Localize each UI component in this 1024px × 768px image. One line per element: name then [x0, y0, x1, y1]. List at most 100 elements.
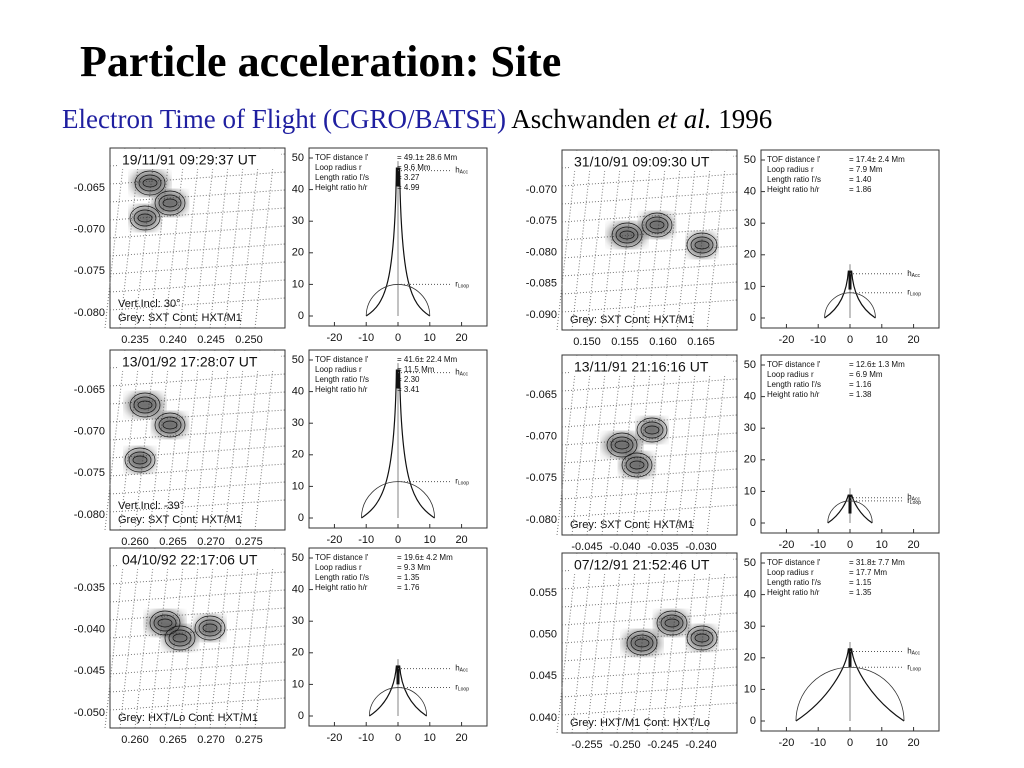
hxt-contour: [641, 212, 673, 238]
hxt-contour: [686, 625, 718, 651]
hxt-contour: [153, 614, 177, 632]
hxt-contour: [694, 240, 710, 250]
curve-label: hAcc: [907, 493, 920, 503]
param-label: Height ratio h/r: [767, 185, 820, 194]
tof-x-tick: 0: [847, 737, 853, 749]
param-label: Length ratio l'/s: [315, 375, 369, 384]
hxt-contour: [168, 629, 192, 647]
coord-grid: [561, 684, 738, 698]
hxt-contour: [611, 222, 643, 248]
x-tick-label: 0.260: [121, 734, 149, 746]
hxt-contour: [158, 416, 182, 434]
coord-grid: [209, 349, 231, 531]
coord-grid: [224, 349, 246, 531]
y-tick-label: -0.070: [74, 426, 105, 438]
x-tick-label: 0.155: [611, 336, 639, 348]
label-sub: Loop: [458, 687, 469, 693]
hxt-contour: [137, 400, 153, 410]
label-sub: Loop: [910, 667, 921, 673]
coord-grid: [134, 349, 156, 531]
hxt-contour: [694, 633, 710, 643]
tof-x-tick: -20: [778, 334, 794, 346]
y-tick-label: -0.085: [526, 278, 557, 290]
coord-grid: [104, 349, 126, 531]
tof-x-tick: -10: [358, 732, 374, 744]
coord-grid: [561, 378, 738, 392]
coord-grid: [109, 409, 286, 423]
sxt-emission: [609, 223, 645, 247]
coord-grid: [109, 297, 286, 311]
subtitle-etal: et al.: [657, 104, 712, 134]
sxt-emission: [604, 433, 640, 457]
panel-time: 07/12/91 21:52:46 UT: [574, 557, 710, 573]
coord-grid: [706, 149, 728, 331]
tof-trumpet: [369, 665, 427, 717]
hxt-contour: [614, 440, 630, 450]
label-sub: Loop: [910, 500, 921, 506]
hxt-contour: [660, 614, 684, 632]
y-tick-label: -0.070: [526, 184, 557, 196]
y-tick-label: 0.045: [529, 670, 557, 682]
x-tick-label: -0.040: [609, 541, 640, 553]
tof-y-tick: 40: [292, 184, 304, 196]
x-tick-label: -0.240: [685, 739, 716, 751]
x-tick-label: 0.165: [687, 336, 715, 348]
coord-grid: [109, 171, 286, 185]
panel-note: Grey: SXT Cont: HXT/M1: [570, 314, 694, 326]
tof-x-tick: -20: [778, 539, 794, 551]
curve-label: hAcc: [455, 368, 468, 378]
hxt-contour: [133, 209, 157, 227]
tof-y-tick: 10: [744, 683, 756, 695]
coord-grid: [109, 427, 286, 441]
panel-time: 19/11/91 09:29:37 UT: [122, 152, 257, 168]
x-tick-label: 0.270: [197, 734, 225, 746]
coord-grid: [661, 552, 683, 734]
coord-grid: [179, 147, 201, 329]
x-tick-label: -0.255: [571, 739, 602, 751]
x-tick-label: 0.240: [159, 334, 187, 346]
tof-y-tick: 20: [292, 647, 304, 659]
tof-y-tick: 40: [292, 584, 304, 596]
tof-y-tick: 10: [292, 480, 304, 492]
hxt-contour: [129, 392, 161, 418]
tof-y-tick: 30: [292, 615, 304, 627]
time-bg: [118, 353, 281, 371]
hxt-contour: [656, 610, 688, 636]
param-value: = 49.1± 28.6 Mm: [397, 153, 458, 162]
tof-x-tick: -10: [810, 539, 826, 551]
hxt-contour: [154, 190, 186, 216]
y-tick-label: -0.075: [74, 265, 105, 277]
coord-grid: [691, 354, 713, 536]
label-sub: Acc: [460, 372, 469, 378]
param-label: Loop radius r: [315, 163, 362, 172]
panel-note: Vert.Incl: 30°: [118, 298, 181, 310]
param-value: = 3.27: [397, 173, 420, 182]
tof-y-tick: 10: [744, 280, 756, 292]
coord-grid: [706, 552, 728, 734]
hxt-contour: [645, 216, 669, 234]
coord-grid: [109, 499, 286, 513]
coord-grid: [104, 547, 126, 729]
sxt-emission: [126, 448, 154, 472]
y-tick-label: -0.065: [526, 389, 557, 401]
slide-subtitle: Electron Time of Flight (CGRO/BATSE) Asc…: [62, 104, 772, 135]
param-label: TOF distance l': [315, 355, 369, 364]
sxt-emission: [196, 616, 224, 640]
coord-grid: [661, 149, 683, 331]
coord-grid: [706, 354, 728, 536]
tof-x-tick: 10: [876, 737, 888, 749]
curve-label: rLoop: [455, 477, 469, 487]
tof-y-tick: 50: [292, 354, 304, 366]
sxt-emission: [132, 171, 168, 195]
curve-label: hAcc: [455, 166, 468, 176]
label-main: h: [907, 647, 911, 656]
tof-y-tick: 20: [744, 652, 756, 664]
x-tick-label: -0.030: [685, 541, 716, 553]
hxt-contour: [202, 623, 218, 633]
param-value: = 1.86: [849, 185, 872, 194]
y-tick-label: 0.055: [529, 587, 557, 599]
coord-grid: [109, 445, 286, 459]
curve-label: hAcc: [907, 647, 920, 657]
param-label: Height ratio h/r: [315, 583, 368, 592]
